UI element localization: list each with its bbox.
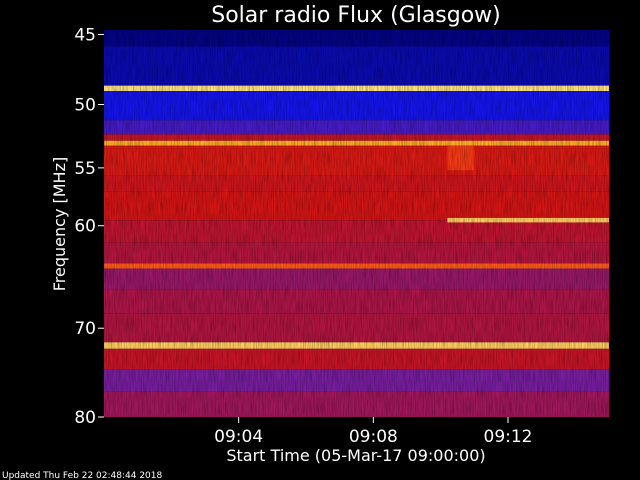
x-tick-label: 09:08 <box>349 427 398 447</box>
y-tick-label: 70 <box>74 319 96 339</box>
noise-texture <box>104 30 609 417</box>
x-tick-label: 09:04 <box>214 427 263 447</box>
plot-area <box>104 30 609 417</box>
y-tick-label: 80 <box>74 408 96 428</box>
x-axis-label: Start Time (05-Mar-17 09:00:00) <box>226 446 485 465</box>
updated-timestamp: Updated Thu Feb 22 02:48:44 2018 <box>2 471 163 480</box>
x-tick-label: 09:12 <box>484 427 533 447</box>
y-axis: 45 50 55 60 70 80 <box>74 25 104 428</box>
y-tick-label: 45 <box>74 25 96 45</box>
y-tick-label: 60 <box>74 217 96 237</box>
y-tick-label: 50 <box>74 96 96 116</box>
y-tick-label: 55 <box>74 159 96 179</box>
x-axis: 09:04 09:08 09:12 <box>214 417 533 447</box>
chart-title: Solar radio Flux (Glasgow) <box>211 3 501 28</box>
y-axis-label: Frequency [MHz] <box>50 157 69 291</box>
